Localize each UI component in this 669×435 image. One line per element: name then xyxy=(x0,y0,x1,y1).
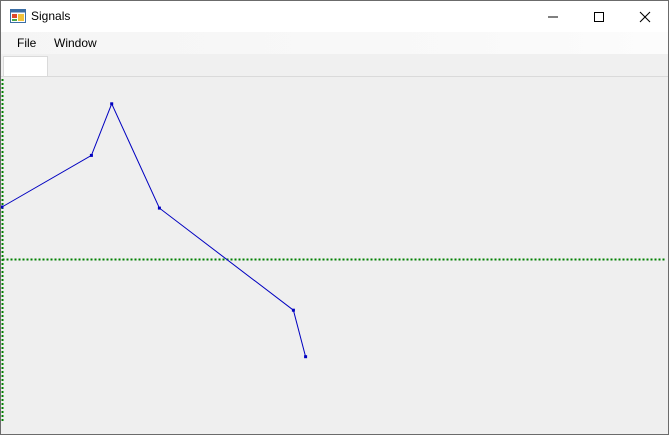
series-line xyxy=(1,102,307,357)
minimize-button[interactable] xyxy=(530,1,576,32)
signal-plot[interactable] xyxy=(1,77,668,432)
data-point xyxy=(110,102,114,106)
data-point xyxy=(157,206,161,210)
tab-divider xyxy=(1,76,668,77)
menu-bar: File Window xyxy=(1,32,668,54)
data-point xyxy=(89,153,93,157)
maximize-button[interactable] xyxy=(576,1,622,32)
tab-signal[interactable] xyxy=(3,56,48,78)
data-point xyxy=(1,205,4,209)
data-point xyxy=(304,355,308,359)
minimize-icon xyxy=(548,16,558,18)
close-icon xyxy=(639,11,651,23)
menu-file[interactable]: File xyxy=(17,36,37,50)
title-bar[interactable]: Signals xyxy=(1,1,668,32)
signal-chart xyxy=(1,79,666,422)
app-window-icon xyxy=(10,9,26,23)
menu-window[interactable]: Window xyxy=(54,36,97,50)
window-title: Signals xyxy=(31,9,71,23)
data-point xyxy=(291,308,295,312)
close-button[interactable] xyxy=(622,1,668,32)
tab-strip xyxy=(1,54,668,78)
maximize-icon xyxy=(594,12,604,22)
